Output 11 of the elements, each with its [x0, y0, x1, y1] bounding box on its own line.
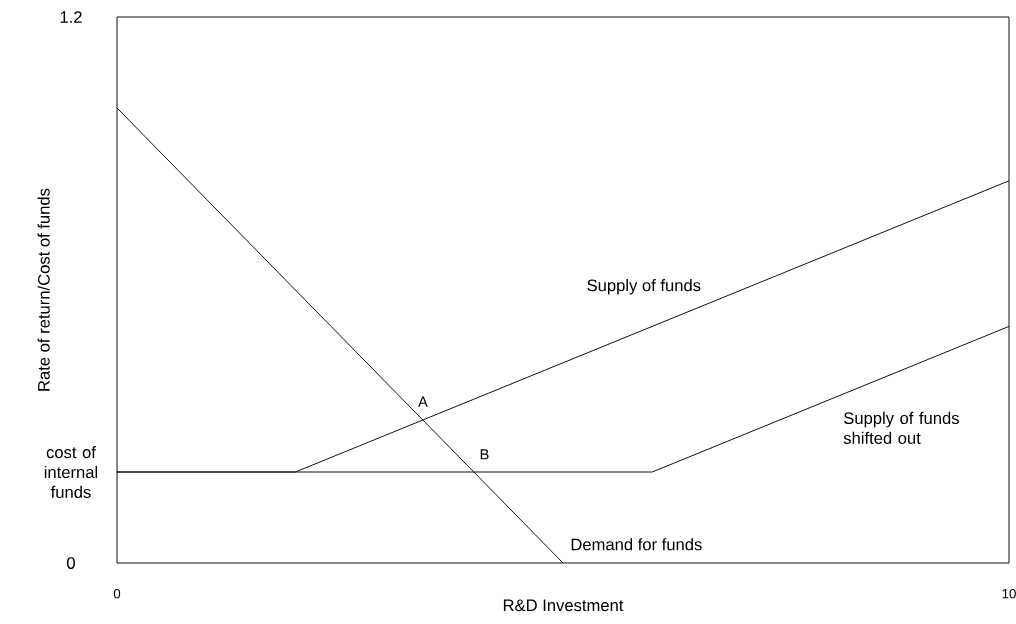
series-label: Demand for funds	[571, 538, 702, 551]
annotation: B	[480, 449, 489, 460]
annotation: A	[418, 396, 428, 407]
y-tick-label: cost of internal funds	[44, 445, 98, 499]
y-tick-label: 0	[67, 557, 75, 569]
y-tick-label: 1.2	[60, 11, 82, 23]
y-axis-title: Rate of return/Cost of funds	[37, 188, 50, 391]
x-axis-title: R&D Investment	[503, 599, 624, 612]
x-tick-label: 10	[1002, 588, 1016, 599]
series-label: Supply of funds	[587, 279, 701, 295]
series-label: Supply of funds shifted out	[843, 411, 959, 444]
